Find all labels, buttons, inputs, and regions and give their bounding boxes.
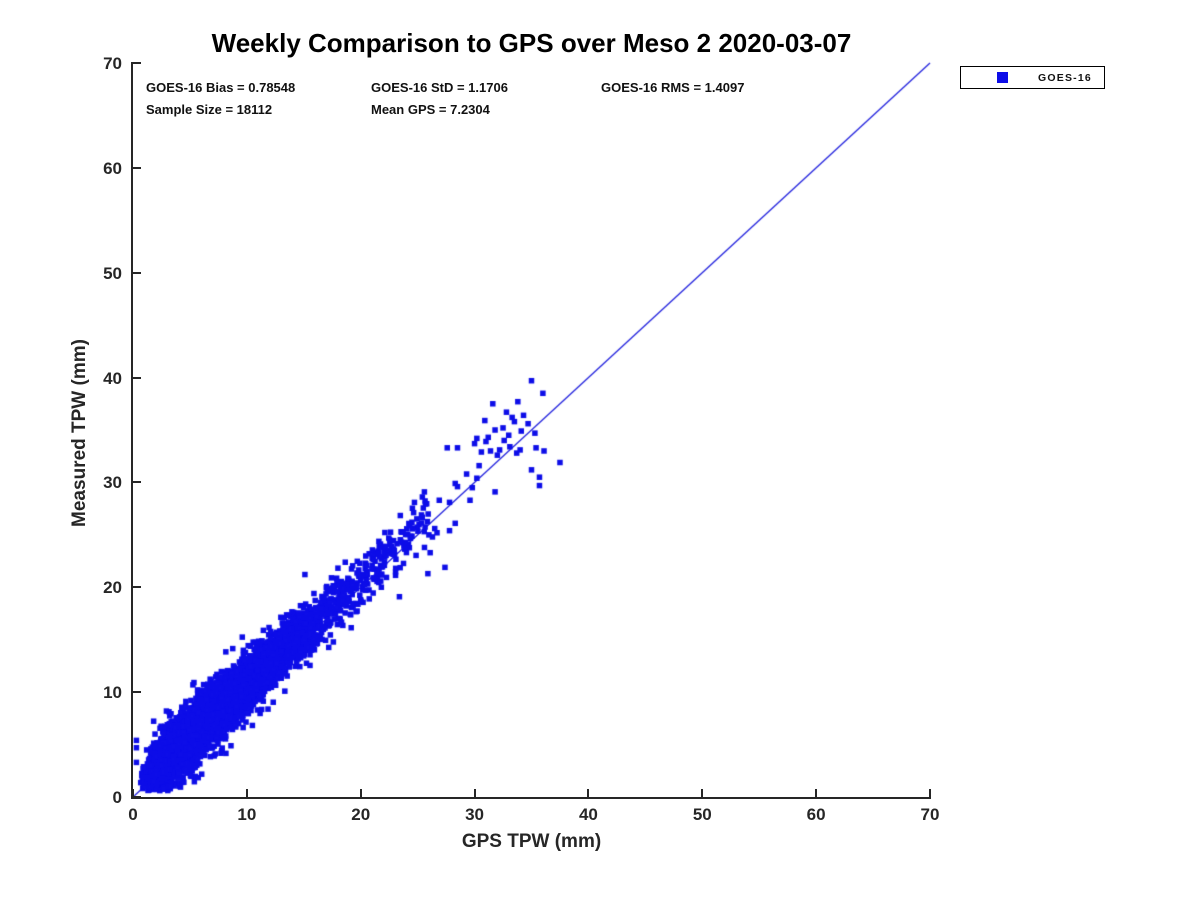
x-tick-label: 20 [351,805,371,824]
y-axis-spine [131,62,133,799]
y-tick-label: 30 [103,473,122,493]
y-tick-label: 0 [112,788,122,807]
x-tick-mark [815,789,818,797]
x-tick-mark [473,789,476,797]
x-tick-mark [929,789,931,797]
legend-goes16-marker-icon [997,72,1008,83]
x-tick-mark [701,789,704,797]
y-tick-label: 50 [103,263,122,283]
y-tick-label: 70 [103,54,122,73]
stat-mean-gps-text: Mean GPS = 7.2304 [371,102,490,117]
x-tick-mark [132,789,134,797]
x-tick-mark [587,789,590,797]
chart-title: Weekly Comparison to GPS over Meso 2 202… [211,28,852,58]
stat-bias-text: GOES-16 Bias = 0.78548 [146,80,296,95]
y-tick-mark [133,481,141,484]
x-tick-mark [359,789,362,797]
y-tick-label: 10 [103,683,122,703]
y-tick-label: 40 [103,368,122,388]
x-tick-label: 0 [128,805,138,824]
stat-rms-text: GOES-16 RMS = 1.4097 [601,80,745,95]
y-tick-mark [133,691,141,694]
y-tick-mark [133,586,141,589]
legend-goes16-label: GOES-16 [1038,71,1092,84]
x-axis-spine [131,797,931,799]
y-tick-mark [133,376,141,379]
y-axis-label: Measured TPW (mm) [69,339,90,527]
x-axis-label: GPS TPW (mm) [461,831,602,852]
x-tick-label: 50 [692,805,712,824]
stat-sample-size-text: Sample Size = 18112 [146,102,273,117]
stat-std-text: GOES-16 StD = 1.1706 [371,80,508,95]
x-tick-label: 60 [806,805,826,824]
y-tick-label: 20 [103,578,122,598]
y-tick-mark [133,796,141,798]
x-tick-label: 40 [578,805,598,824]
x-tick-label: 10 [237,805,257,824]
y-tick-mark [133,166,141,169]
y-tick-mark [133,62,141,64]
y-tick-label: 60 [103,158,122,178]
x-tick-label: 70 [920,805,940,824]
legend-box: GOES-16 [960,66,1105,89]
x-tick-label: 30 [465,805,485,824]
x-tick-mark [245,789,248,797]
y-tick-mark [133,271,141,274]
